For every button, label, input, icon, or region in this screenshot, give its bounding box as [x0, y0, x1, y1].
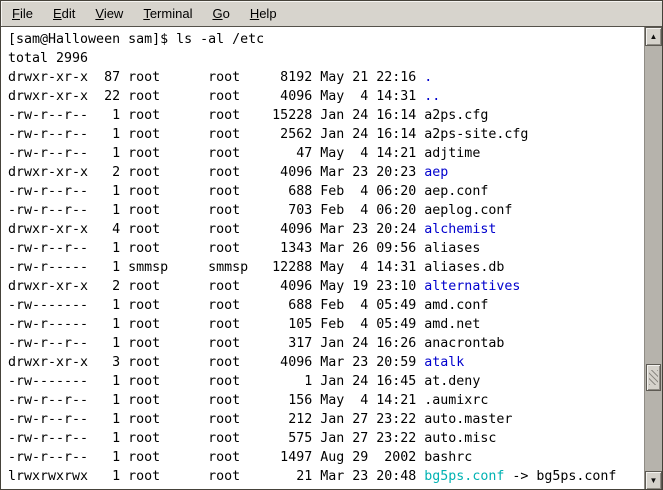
file-name: aeplog.conf	[424, 203, 513, 218]
file-name: a2ps.cfg	[424, 108, 489, 123]
file-name: a2ps-site.cfg	[424, 127, 529, 142]
shell-command: ls -al /etc	[176, 32, 265, 47]
file-name: aliases	[424, 241, 481, 256]
file-row: -rw-r--r-- 1 root root 575 Jan 27 23:22 …	[8, 429, 644, 448]
file-name: aep	[424, 165, 449, 180]
file-row: drwxr-xr-x 87 root root 8192 May 21 22:1…	[8, 68, 644, 87]
file-name: auto.master	[424, 412, 513, 427]
file-row: -rw------- 1 root root 1 Jan 24 16:45 at…	[8, 372, 644, 391]
file-attributes: -rw-r--r-- 1 root root 15228 Jan 24 16:1…	[8, 108, 425, 123]
file-name: .	[424, 70, 433, 85]
file-name: aep.conf	[424, 184, 489, 199]
scrollbar: ▲ ▼	[644, 27, 662, 489]
menu-item-view[interactable]: View	[95, 5, 124, 21]
file-row: drwxr-xr-x 2 root root 4096 Mar 23 20:23…	[8, 163, 644, 182]
total-line: total 2996	[8, 51, 89, 66]
file-attributes: drwxr-xr-x 22 root root 4096 May 4 14:31	[8, 89, 425, 104]
symlink-target: -> bg5ps.conf	[504, 469, 617, 484]
file-row: -rw-r--r-- 1 root root 47 May 4 14:21 ad…	[8, 144, 644, 163]
file-attributes: drwxr-xr-x 3 root root 4096 Mar 23 20:59	[8, 355, 425, 370]
file-row: -rw-r--r-- 1 root root 1343 Mar 26 09:56…	[8, 239, 644, 258]
file-name: alchemist	[424, 222, 497, 237]
file-row: -rw-r----- 1 smmsp smmsp 12288 May 4 14:…	[8, 258, 644, 277]
file-row: drwxr-xr-x 4 root root 4096 Mar 23 20:24…	[8, 220, 644, 239]
file-attributes: drwxr-xr-x 2 root root 4096 Mar 23 20:23	[8, 165, 425, 180]
file-attributes: -rw-r--r-- 1 root root 1497 Aug 29 2002	[8, 450, 425, 465]
shell-prompt: [sam@Halloween sam]$	[8, 32, 169, 47]
file-attributes: -rw-r--r-- 1 root root 703 Feb 4 06:20	[8, 203, 425, 218]
file-name: atalk	[424, 355, 465, 370]
file-row: drwxr-xr-x 2 root root 4096 May 19 23:10…	[8, 277, 644, 296]
file-attributes: -rw-r--r-- 1 root root 212 Jan 27 23:22	[8, 412, 425, 427]
scrollbar-track[interactable]	[645, 46, 662, 471]
file-attributes: -rw-r--r-- 1 root root 1343 Mar 26 09:56	[8, 241, 425, 256]
file-attributes: -rw-r--r-- 1 root root 156 May 4 14:21	[8, 393, 425, 408]
file-row: -rw-r--r-- 1 root root 212 Jan 27 23:22 …	[8, 410, 644, 429]
file-row: -rw-r--r-- 1 root root 156 May 4 14:21 .…	[8, 391, 644, 410]
window-body: [sam@Halloween sam]$ ls -al /etc total 29…	[1, 27, 662, 489]
file-attributes: lrwxrwxrwx 1 root root 21 Mar 23 20:48	[8, 469, 425, 484]
scroll-down-icon: ▼	[649, 476, 658, 485]
file-row: -rw-r--r-- 1 root root 15228 Jan 24 16:1…	[8, 106, 644, 125]
file-name: at.deny	[424, 374, 481, 389]
scroll-down-button[interactable]: ▼	[645, 471, 662, 489]
file-name: amd.net	[424, 317, 481, 332]
file-name: .aumixrc	[424, 393, 489, 408]
file-row: -rw-r--r-- 1 root root 317 Jan 24 16:26 …	[8, 334, 644, 353]
menu-item-help[interactable]: Help	[249, 5, 277, 21]
file-attributes: -rw------- 1 root root 688 Feb 4 05:49	[8, 298, 425, 313]
file-name: anacrontab	[424, 336, 505, 351]
file-name: auto.misc	[424, 431, 497, 446]
file-attributes: -rw-r----- 1 root root 105 Feb 4 05:49	[8, 317, 425, 332]
file-attributes: drwxr-xr-x 4 root root 4096 Mar 23 20:24	[8, 222, 425, 237]
scrollbar-thumb[interactable]	[646, 364, 661, 391]
file-attributes: -rw-r----- 1 smmsp smmsp 12288 May 4 14:…	[8, 260, 425, 275]
file-attributes: -rw------- 1 root root 1 Jan 24 16:45	[8, 374, 425, 389]
file-attributes: -rw-r--r-- 1 root root 47 May 4 14:21	[8, 146, 425, 161]
file-name: adjtime	[424, 146, 481, 161]
file-name: alternatives	[424, 279, 521, 294]
file-attributes: -rw-r--r-- 1 root root 2562 Jan 24 16:14	[8, 127, 425, 142]
file-row: -rw-r--r-- 1 root root 703 Feb 4 06:20 a…	[8, 201, 644, 220]
file-attributes: drwxr-xr-x 2 root root 4096 May 19 23:10	[8, 279, 425, 294]
file-name: bashrc	[424, 450, 473, 465]
file-attributes: -rw-r--r-- 1 root root 575 Jan 27 23:22	[8, 431, 425, 446]
file-attributes: drwxr-xr-x 87 root root 8192 May 21 22:1…	[8, 70, 425, 85]
terminal-output[interactable]: [sam@Halloween sam]$ ls -al /etc total 29…	[1, 27, 644, 489]
thumb-grip-icon	[649, 370, 658, 385]
menu-item-file[interactable]: File	[12, 5, 33, 21]
menu-item-terminal[interactable]: Terminal	[143, 5, 193, 21]
scroll-up-icon: ▲	[649, 32, 658, 41]
menu-item-edit[interactable]: Edit	[52, 5, 76, 21]
file-row: drwxr-xr-x 22 root root 4096 May 4 14:31…	[8, 87, 644, 106]
file-row: -rw-r--r-- 1 root root 2562 Jan 24 16:14…	[8, 125, 644, 144]
menu-item-go[interactable]: Go	[212, 5, 230, 21]
file-row: -rw-r----- 1 root root 105 Feb 4 05:49 a…	[8, 315, 644, 334]
scroll-up-button[interactable]: ▲	[645, 27, 662, 46]
menu-bar: File Edit View Terminal Go Help	[1, 1, 662, 27]
file-row: lrwxrwxrwx 1 root root 21 Mar 23 20:48 b…	[8, 467, 644, 486]
file-row: -rw-r--r-- 1 root root 688 Feb 4 06:20 a…	[8, 182, 644, 201]
file-name: ..	[424, 89, 441, 104]
file-row: -rw------- 1 root root 688 Feb 4 05:49 a…	[8, 296, 644, 315]
prompt-line: [sam@Halloween sam]$ ls -al /etc	[8, 30, 644, 49]
file-name: bg5ps.conf	[424, 469, 505, 484]
file-row: -rw-r--r-- 1 root root 1497 Aug 29 2002 …	[8, 448, 644, 467]
file-name: aliases.db	[424, 260, 505, 275]
file-attributes: -rw-r--r-- 1 root root 317 Jan 24 16:26	[8, 336, 425, 351]
file-row: drwxr-xr-x 3 root root 4096 Mar 23 20:59…	[8, 353, 644, 372]
file-attributes: -rw-r--r-- 1 root root 688 Feb 4 06:20	[8, 184, 425, 199]
file-name: amd.conf	[424, 298, 489, 313]
